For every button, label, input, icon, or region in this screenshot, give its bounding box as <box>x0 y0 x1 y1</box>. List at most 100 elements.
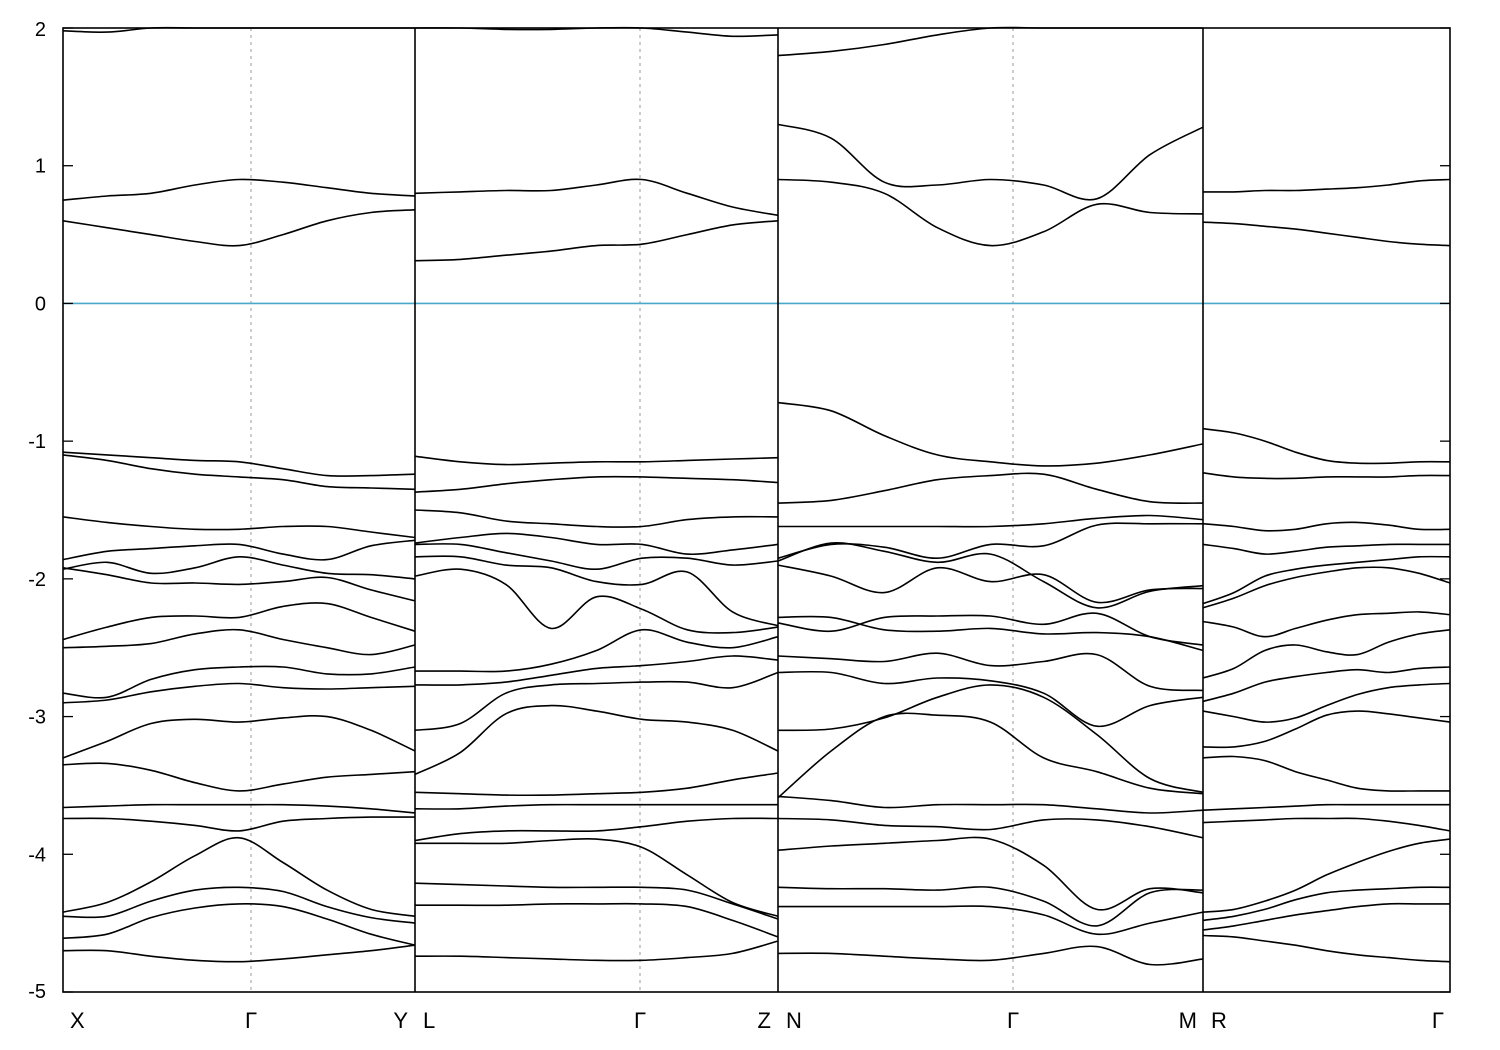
kpoint-label: X <box>70 1008 85 1033</box>
band-line <box>778 514 1204 528</box>
band-line <box>62 886 416 924</box>
band-line <box>777 123 1204 201</box>
band-line <box>62 944 416 963</box>
kpoint-label: Z <box>758 1008 771 1033</box>
band-line <box>414 817 779 842</box>
band-line <box>1202 710 1451 749</box>
band-line <box>62 602 416 641</box>
band-line <box>414 568 779 634</box>
gridlines <box>250 28 1014 992</box>
band-line <box>777 817 1204 839</box>
y-tick-label: -5 <box>28 981 46 1003</box>
y-tick-label: -1 <box>28 431 46 453</box>
band-line <box>414 220 779 262</box>
bands <box>62 26 1451 966</box>
band-line <box>1202 178 1451 193</box>
band-line <box>414 655 779 686</box>
band-line <box>777 178 1204 247</box>
band-line <box>414 704 779 776</box>
band-line <box>1202 755 1450 792</box>
band-segment <box>777 26 1204 966</box>
band-line <box>62 665 416 699</box>
band-line <box>415 837 779 918</box>
band-line <box>777 652 1204 692</box>
band-line <box>777 684 1204 794</box>
band-line <box>414 455 779 466</box>
band-line <box>1202 886 1451 922</box>
band-line <box>777 522 1204 560</box>
band-line <box>62 209 416 247</box>
band-line <box>62 451 416 477</box>
band-line <box>62 714 416 759</box>
band-line <box>777 26 1203 57</box>
band-line <box>62 178 416 201</box>
band-line <box>414 509 779 528</box>
band-line <box>62 567 416 602</box>
band-segment <box>1202 178 1451 963</box>
band-line <box>414 532 779 556</box>
band-line <box>777 401 1204 467</box>
band-line <box>414 772 779 797</box>
band-line <box>1202 543 1450 555</box>
band-line <box>415 628 779 673</box>
band-line <box>62 803 416 814</box>
band-line <box>62 903 416 946</box>
band-line <box>1202 427 1451 465</box>
band-line <box>62 816 416 832</box>
band-line <box>62 628 416 656</box>
band-line <box>1202 817 1451 832</box>
band-line <box>1202 682 1451 723</box>
band-line <box>777 472 1204 504</box>
band-line <box>777 542 1204 609</box>
band-line <box>414 671 779 732</box>
band-line <box>1202 838 1451 913</box>
band-line <box>1202 934 1451 963</box>
kpoint-label: R <box>1211 1008 1227 1033</box>
band-line <box>62 762 416 792</box>
y-tick-label: -4 <box>28 844 46 866</box>
band-line <box>1202 629 1451 679</box>
band-segment <box>62 26 416 963</box>
band-line <box>62 539 416 561</box>
band-line <box>62 555 416 580</box>
band-line <box>1202 555 1451 605</box>
kpoint-label: Γ <box>245 1008 257 1033</box>
y-tick-label: 2 <box>35 19 46 41</box>
band-line <box>777 795 1204 814</box>
band-line <box>414 543 779 571</box>
band-line <box>1202 902 1450 931</box>
kpoint-label: Γ <box>1007 1008 1019 1033</box>
y-tick-label: -2 <box>28 569 46 591</box>
band-line <box>415 902 779 938</box>
y-tick-label: 0 <box>35 293 46 315</box>
band-line <box>62 836 416 918</box>
band-line <box>777 615 1204 652</box>
plot-frame <box>62 27 1451 993</box>
kpoint-label: M <box>1179 1008 1197 1033</box>
kpoint-label: Y <box>393 1008 408 1033</box>
kpoint-label: Γ <box>1432 1008 1444 1033</box>
y-tick-label: -3 <box>28 707 46 729</box>
y-axis: -5 -4 -3 -2 -1 0 1 2 <box>28 19 1450 1003</box>
band-line <box>414 882 779 920</box>
band-line <box>414 555 779 627</box>
band-line <box>777 712 1204 799</box>
kpoint-label: Γ <box>634 1008 646 1033</box>
band-line <box>62 454 416 491</box>
band-line <box>1202 221 1451 247</box>
band-line <box>414 940 779 962</box>
band-line <box>414 475 779 493</box>
band-line <box>777 886 1204 927</box>
band-line <box>62 516 416 539</box>
band-line <box>777 612 1204 646</box>
band-line <box>414 178 779 217</box>
band-line <box>1202 566 1451 609</box>
kpoint-label: N <box>786 1008 802 1033</box>
band-line <box>1202 611 1451 638</box>
segment-dividers <box>414 28 1204 992</box>
band-line <box>777 564 1204 604</box>
band-line <box>414 803 778 810</box>
band-line <box>1202 521 1451 532</box>
